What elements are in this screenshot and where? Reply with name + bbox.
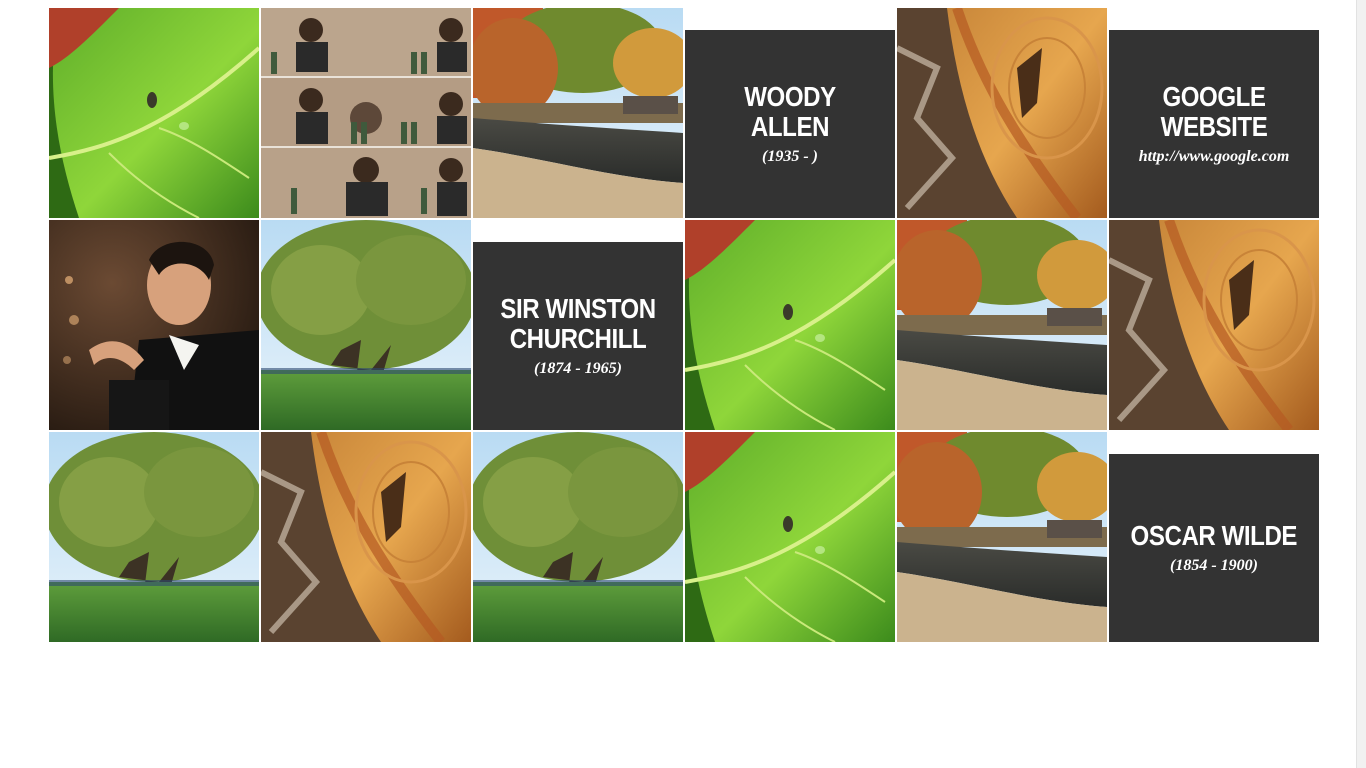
grid-tile [897, 220, 1107, 430]
photo-canal[interactable] [473, 8, 683, 218]
grid-tile [685, 432, 895, 642]
grid-tile [261, 432, 471, 642]
grid-tile: WOODY ALLEN (1935 - ) [685, 8, 895, 218]
oak-tree-image [261, 220, 471, 430]
photo-tree-stump[interactable] [1109, 220, 1319, 430]
vertical-scrollbar[interactable] [1356, 0, 1366, 768]
photo-video-collage[interactable] [261, 8, 471, 218]
oak-tree-image [473, 432, 683, 642]
photo-canal[interactable] [897, 432, 1107, 642]
quote-author-subtitle: (1854 - 1900) [1170, 557, 1258, 574]
photo-oak-tree[interactable] [49, 432, 259, 642]
grid-tile [473, 432, 683, 642]
grid-tile [1109, 220, 1319, 430]
grid-tile [685, 220, 895, 430]
grid-tile [49, 8, 259, 218]
tree-stump-image [261, 432, 471, 642]
grid-tile [49, 220, 259, 430]
quote-author-title: SIR WINSTON CHURCHILL [500, 293, 656, 354]
photo-conductor[interactable] [49, 220, 259, 430]
grid-tile [261, 8, 471, 218]
quote-author-subtitle: http://www.google.com [1138, 148, 1290, 165]
conductor-image [49, 220, 259, 430]
quote-card[interactable]: WOODY ALLEN (1935 - ) [685, 30, 895, 218]
image-quote-grid: WOODY ALLEN (1935 - ) GOOGLE WEBSITE http:/… [49, 8, 1319, 642]
grid-tile [473, 8, 683, 218]
quote-author-title: GOOGLE WEBSITE [1160, 81, 1268, 142]
oak-tree-image [49, 432, 259, 642]
tree-stump-image [897, 8, 1107, 218]
leaf-image [685, 432, 895, 642]
photo-canal[interactable] [897, 220, 1107, 430]
grid-tile [261, 220, 471, 430]
photo-tree-stump[interactable] [897, 8, 1107, 218]
grid-tile: GOOGLE WEBSITE http://www.google.com [1109, 8, 1319, 218]
grid-tile [49, 432, 259, 642]
photo-oak-tree[interactable] [473, 432, 683, 642]
grid-tile: OSCAR WILDE (1854 - 1900) [1109, 432, 1319, 642]
canal-image [473, 8, 683, 218]
quote-card[interactable]: GOOGLE WEBSITE http://www.google.com [1109, 30, 1319, 218]
quote-card[interactable]: SIR WINSTON CHURCHILL (1874 - 1965) [473, 242, 683, 430]
grid-tile: SIR WINSTON CHURCHILL (1874 - 1965) [473, 220, 683, 430]
tree-stump-image [1109, 220, 1319, 430]
grid-tile [897, 8, 1107, 218]
photo-leaf[interactable] [685, 432, 895, 642]
photo-oak-tree[interactable] [261, 220, 471, 430]
quote-author-subtitle: (1935 - ) [762, 148, 818, 165]
quote-author-title: OSCAR WILDE [1130, 520, 1298, 551]
photo-leaf[interactable] [49, 8, 259, 218]
video-collage-image [261, 8, 471, 218]
canal-image [897, 220, 1107, 430]
photo-tree-stump[interactable] [261, 432, 471, 642]
photo-leaf[interactable] [685, 220, 895, 430]
grid-tile [897, 432, 1107, 642]
quote-author-subtitle: (1874 - 1965) [534, 360, 622, 377]
canal-image [897, 432, 1107, 642]
quote-card[interactable]: OSCAR WILDE (1854 - 1900) [1109, 454, 1319, 642]
quote-author-title: WOODY ALLEN [744, 81, 836, 142]
leaf-image [685, 220, 895, 430]
leaf-image [49, 8, 259, 218]
